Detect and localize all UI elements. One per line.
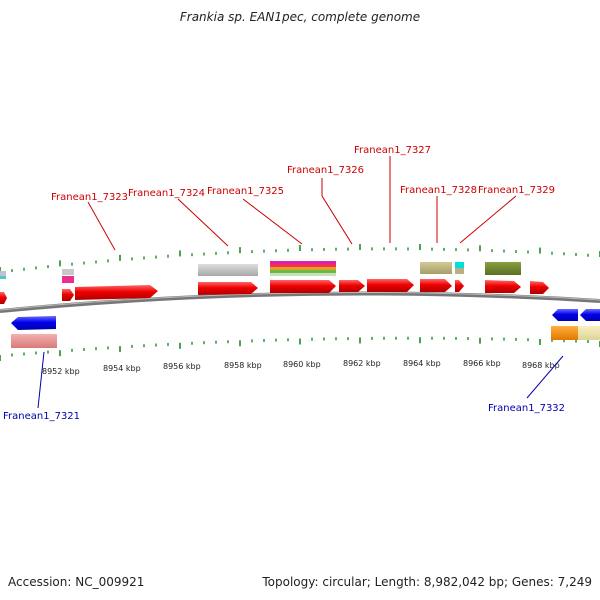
gene-arrow-reverse[interactable] xyxy=(580,309,600,321)
genome-backbone-highlight xyxy=(0,291,600,311)
feature-block[interactable] xyxy=(270,270,336,273)
feature-block[interactable] xyxy=(485,262,521,275)
gene-arrow-forward[interactable] xyxy=(367,279,414,292)
tick-row-bottom xyxy=(0,336,600,361)
gene-label-franean1-7327[interactable]: Franean1_7327 xyxy=(354,145,431,156)
label-leader-line xyxy=(177,198,229,247)
feature-block[interactable] xyxy=(198,264,258,276)
feature-block[interactable] xyxy=(551,326,578,340)
gene-arrow-reverse[interactable] xyxy=(552,309,578,321)
tick-row-top xyxy=(0,243,600,273)
feature-block[interactable] xyxy=(455,268,464,274)
genome-backbone xyxy=(0,291,600,313)
kbp-label: 8962 kbp xyxy=(343,359,381,368)
feature-block[interactable] xyxy=(420,262,452,274)
feature-block[interactable] xyxy=(270,264,336,267)
feature-block[interactable] xyxy=(11,334,57,348)
feature-block[interactable] xyxy=(0,271,6,276)
gene-label-franean1-7332[interactable]: Franean1_7332 xyxy=(488,403,565,414)
gene-label-franean1-7326[interactable]: Franean1_7326 xyxy=(287,165,364,176)
forward-genes xyxy=(0,279,549,304)
label-leader-line xyxy=(87,201,116,251)
gene-arrow-reverse[interactable] xyxy=(11,316,56,330)
gene-label-franean1-7321[interactable]: Franean1_7321 xyxy=(3,411,80,422)
gene-arrow-forward[interactable] xyxy=(62,289,74,301)
feature-block[interactable] xyxy=(578,326,600,340)
feature-block[interactable] xyxy=(455,262,464,268)
kbp-scale: 8952 kbp 8954 kbp 8956 kbp 8958 kbp 8960… xyxy=(42,359,560,376)
label-leader-line xyxy=(242,198,303,245)
gene-arrow-forward[interactable] xyxy=(420,279,452,292)
kbp-label: 8954 kbp xyxy=(103,364,141,373)
gene-arrow-forward[interactable] xyxy=(198,282,258,295)
feature-block[interactable] xyxy=(62,276,74,283)
gene-arrow-forward[interactable] xyxy=(530,281,549,294)
accession-text: Accession: NC_009921 xyxy=(8,575,145,589)
gene-label-franean1-7324[interactable]: Franean1_7324 xyxy=(128,188,205,199)
kbp-label: 8966 kbp xyxy=(463,359,501,368)
kbp-label: 8964 kbp xyxy=(403,359,441,368)
label-leader-line xyxy=(321,195,353,245)
genome-title: Frankia sp. EAN1pec, complete genome xyxy=(179,10,421,24)
label-leader-line xyxy=(526,355,564,399)
gene-label-franean1-7328[interactable]: Franean1_7328 xyxy=(400,185,477,196)
gene-label-franean1-7323[interactable]: Franean1_7323 xyxy=(51,192,128,203)
kbp-label: 8958 kbp xyxy=(224,361,262,370)
gene-arrow-forward[interactable] xyxy=(485,280,521,293)
reverse-genes xyxy=(11,309,600,348)
gene-arrow-forward[interactable] xyxy=(0,292,7,304)
label-leader-line xyxy=(37,351,45,409)
feature-block[interactable] xyxy=(270,273,336,276)
feature-block[interactable] xyxy=(270,267,336,270)
genome-summary: Topology: circular; Length: 8,982,042 bp… xyxy=(262,575,592,589)
gene-arrow-forward[interactable] xyxy=(455,280,464,292)
kbp-label: 8960 kbp xyxy=(283,360,321,369)
gene-arrow-forward[interactable] xyxy=(75,285,158,300)
kbp-label: 8968 kbp xyxy=(522,361,560,370)
gene-arrow-forward[interactable] xyxy=(270,280,336,293)
gene-label-franean1-7329[interactable]: Franean1_7329 xyxy=(478,185,555,196)
label-leader-line xyxy=(459,195,517,244)
feature-block[interactable] xyxy=(62,269,74,275)
feature-block[interactable] xyxy=(0,276,6,279)
kbp-label: 8956 kbp xyxy=(163,362,201,371)
kbp-label: 8952 kbp xyxy=(42,367,80,376)
feature-block[interactable] xyxy=(270,261,336,264)
forward-features xyxy=(0,261,521,283)
gene-labels-top: Franean1_7323 Franean1_7324 Franean1_732… xyxy=(51,145,555,251)
gene-label-franean1-7325[interactable]: Franean1_7325 xyxy=(207,186,284,197)
gene-arrow-forward[interactable] xyxy=(339,280,365,292)
gene-labels-bottom: Franean1_7321 Franean1_7332 xyxy=(3,351,565,422)
